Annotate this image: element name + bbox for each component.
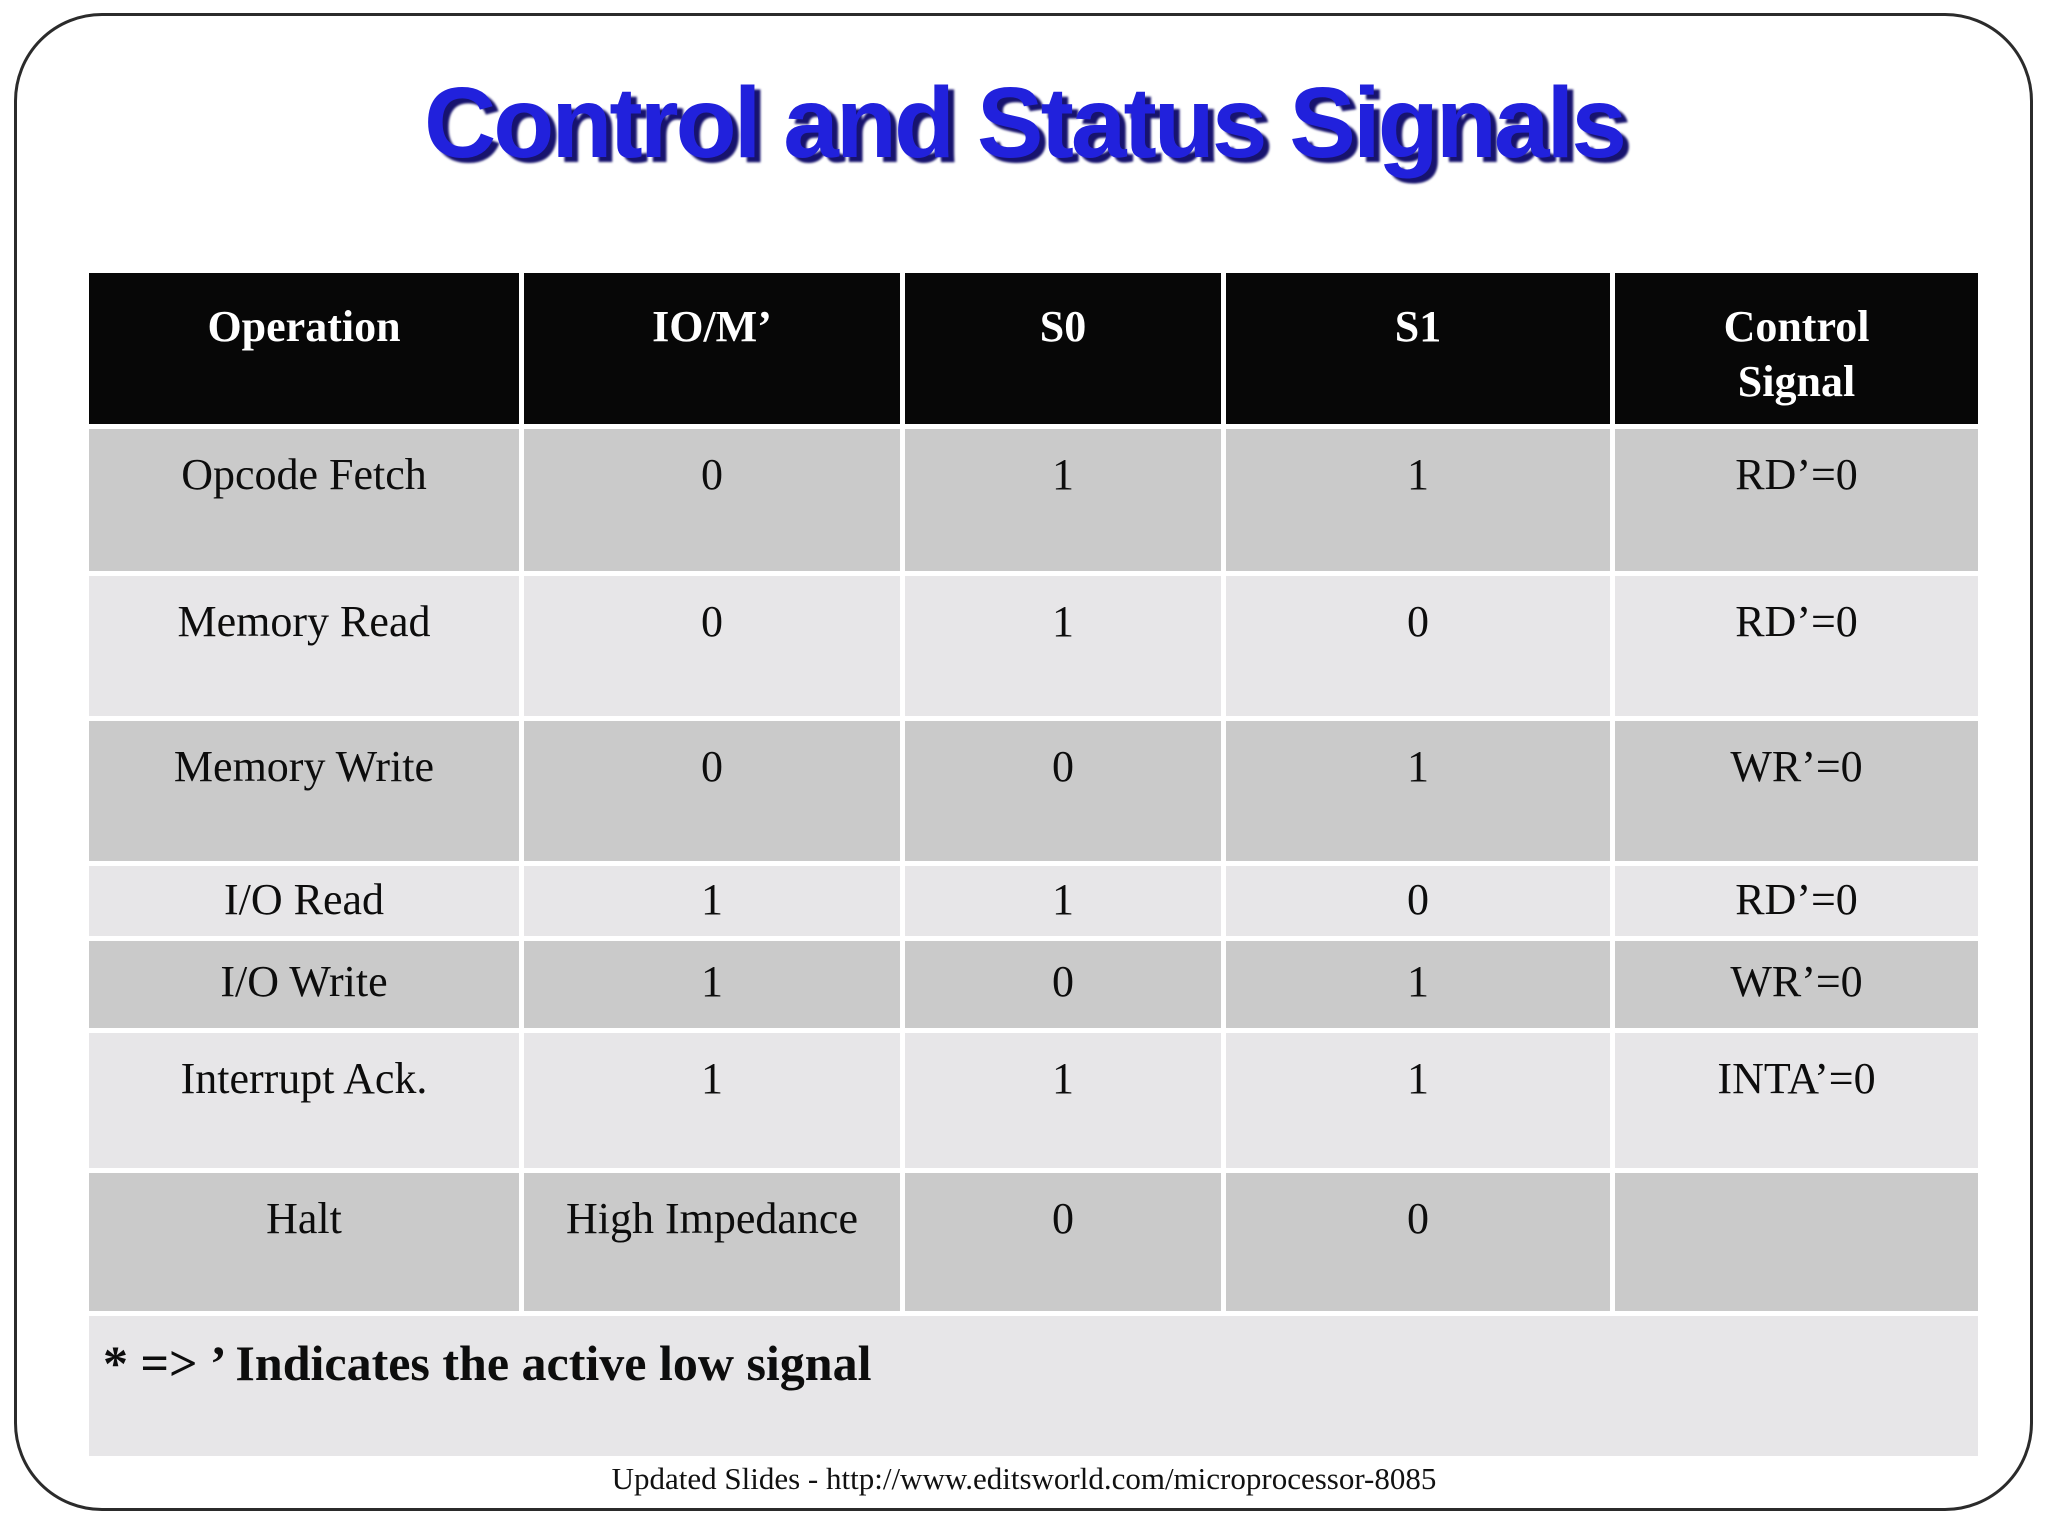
table-cell: 1 [524, 941, 900, 1028]
column-header-iom: IO/M’ [524, 273, 900, 424]
table-cell: 1 [1226, 721, 1610, 861]
table-cell: 1 [524, 866, 900, 936]
table-cell: 0 [905, 721, 1221, 861]
table-cell: 0 [905, 941, 1221, 1028]
table-cell: 1 [905, 429, 1221, 571]
column-header-s1: S1 [1226, 273, 1610, 424]
footer-credit: Updated Slides - http://www.editsworld.c… [611, 1461, 1437, 1496]
table-cell: RD’=0 [1615, 429, 1978, 571]
table-cell: 1 [1226, 1033, 1610, 1168]
table-cell: I/O Write [89, 941, 519, 1028]
column-header-label: S1 [1394, 302, 1442, 351]
table-cell: 1 [1226, 941, 1610, 1028]
column-header-label: Control Signal [1723, 302, 1870, 406]
table-cell: Interrupt Ack. [89, 1033, 519, 1168]
table-cell: 0 [524, 576, 900, 716]
column-header-label: S0 [1039, 302, 1087, 351]
table-cell: 0 [1226, 866, 1610, 936]
table-cell: I/O Read [89, 866, 519, 936]
column-header-operation: Operation [89, 273, 519, 424]
table-cell: 0 [524, 429, 900, 571]
control-status-table: Operation IO/M’ S0 S1 Control Signal Opc… [89, 273, 1978, 1456]
table-cell: INTA’=0 [1615, 1033, 1978, 1168]
footnote: * => ’ Indicates the active low signal [89, 1316, 1978, 1456]
slide-border [14, 13, 2033, 1511]
table-cell: Opcode Fetch [89, 429, 519, 571]
column-header-s0: S0 [905, 273, 1221, 424]
table-cell: WR’=0 [1615, 941, 1978, 1028]
table-cell: Halt [89, 1173, 519, 1311]
table-cell: Memory Write [89, 721, 519, 861]
table-cell: 1 [1226, 429, 1610, 571]
table-cell: RD’=0 [1615, 576, 1978, 716]
table-cell: 0 [905, 1173, 1221, 1311]
table-cell: RD’=0 [1615, 866, 1978, 936]
table-cell: High Impedance [524, 1173, 900, 1311]
page-title: Control and Status Signals [424, 67, 1627, 179]
column-header-control-signal: Control Signal [1615, 273, 1978, 424]
table-cell: 0 [1226, 1173, 1610, 1311]
table-cell: 0 [1226, 576, 1610, 716]
table-cell: 0 [524, 721, 900, 861]
table-cell: Memory Read [89, 576, 519, 716]
column-header-label: Operation [207, 302, 401, 351]
table-cell: WR’=0 [1615, 721, 1978, 861]
table-cell: 1 [524, 1033, 900, 1168]
column-header-label: IO/M’ [652, 302, 772, 351]
table-cell: 1 [905, 576, 1221, 716]
table-cell: 1 [905, 1033, 1221, 1168]
table-cell: 1 [905, 866, 1221, 936]
table-cell [1615, 1173, 1978, 1311]
